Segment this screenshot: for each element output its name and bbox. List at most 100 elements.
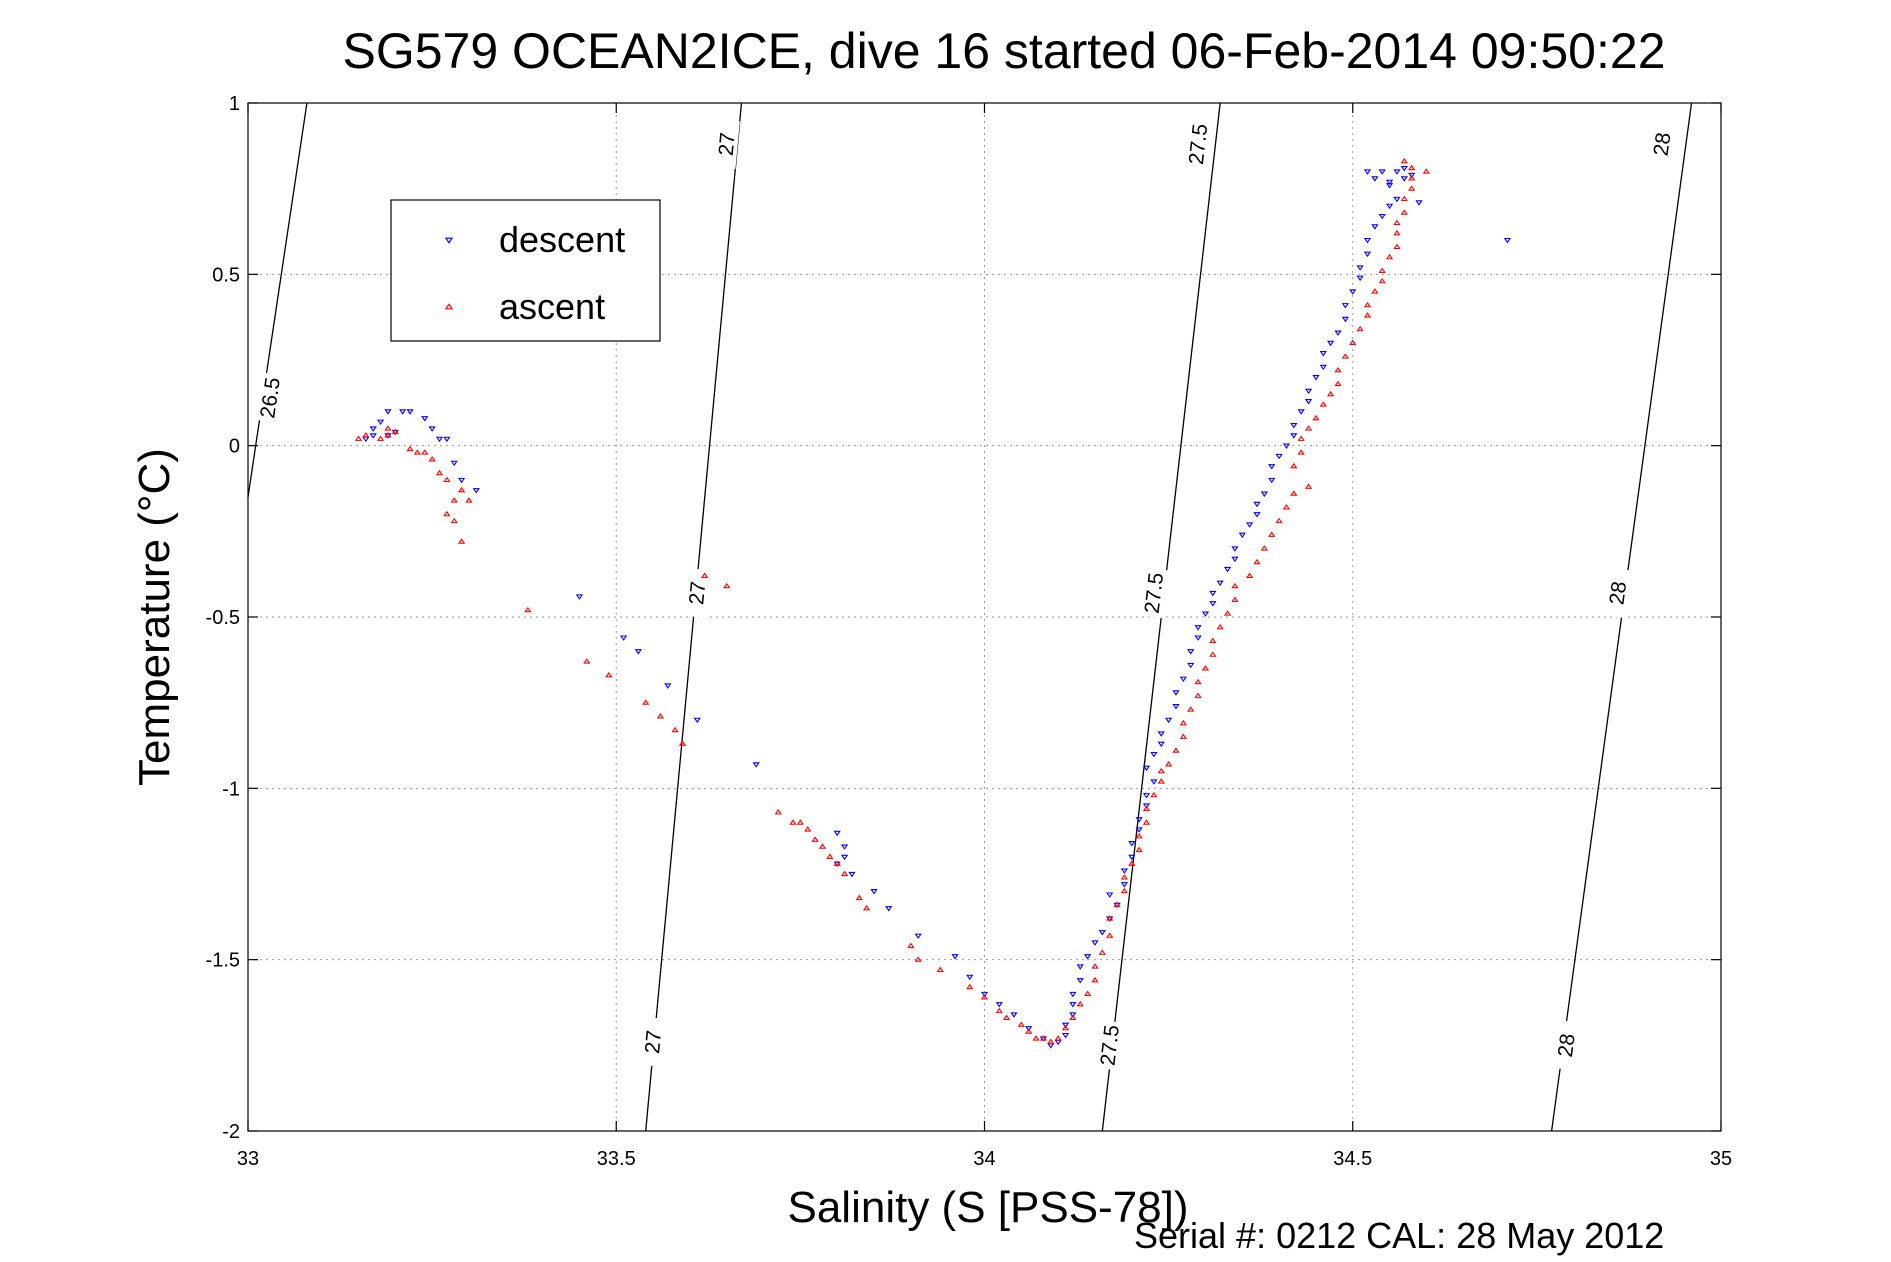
descent-point	[951, 954, 959, 960]
ascent-point	[1290, 490, 1298, 496]
y-tick-label: 0	[229, 436, 240, 458]
descent-point	[1216, 580, 1224, 587]
descent-point	[575, 594, 584, 600]
ascent-series	[354, 157, 1431, 1045]
ascent-point	[605, 671, 613, 678]
ascent-point	[1209, 651, 1217, 657]
descent-point	[472, 488, 480, 494]
descent-point	[1371, 176, 1379, 182]
ascent-point	[1400, 209, 1408, 215]
isopycnal-label-gap	[684, 568, 711, 618]
descent-point	[1010, 1012, 1018, 1018]
ascent-point	[833, 860, 841, 866]
x-tick-label: 34.5	[1333, 1148, 1372, 1170]
ascent-point	[1408, 175, 1416, 181]
ascent-point	[1106, 915, 1114, 921]
descent-point	[1319, 351, 1327, 357]
descent-point	[1356, 275, 1364, 282]
ascent-point	[1076, 1000, 1084, 1007]
ascent-point	[413, 449, 422, 455]
ascent-point	[1312, 414, 1320, 421]
ascent-point	[1371, 288, 1379, 294]
ascent-point	[863, 904, 871, 911]
ascent-point	[1223, 610, 1232, 616]
descent-point	[1187, 649, 1195, 655]
ascent-point	[1253, 558, 1261, 565]
descent-point	[1150, 779, 1158, 785]
descent-point	[840, 844, 849, 850]
isopycnal-label-gap	[1140, 567, 1168, 619]
descent-point	[1408, 172, 1416, 179]
descent-point	[1356, 265, 1364, 271]
legend-label-descent: descent	[499, 219, 625, 260]
isopycnal-label: 27.5	[1141, 571, 1169, 614]
chart-title: SG579 OCEAN2ICE, dive 16 started 06-Feb-…	[343, 23, 1666, 79]
descent-point	[1069, 1012, 1077, 1018]
ascent-point	[1393, 243, 1401, 250]
x-tick-label: 34	[973, 1148, 995, 1170]
isopycnal-line	[247, 102, 308, 498]
ascent-point	[1341, 353, 1350, 359]
descent-point	[1393, 169, 1401, 175]
descent-point	[1223, 566, 1232, 573]
descent-point	[1231, 556, 1239, 563]
descent-point	[1363, 251, 1372, 258]
isopycnal-label-gap	[713, 119, 740, 170]
isopycnal-label: 27	[641, 1029, 666, 1054]
descent-point	[1061, 1032, 1070, 1039]
isopycnal-label-gap	[639, 1016, 667, 1067]
legend-box	[390, 199, 661, 342]
descent-point	[1246, 522, 1254, 528]
descent-point	[376, 419, 385, 426]
ascent-point	[1069, 1014, 1077, 1021]
y-tick-label: 0.5	[212, 264, 240, 286]
ascent-point	[583, 658, 591, 664]
descent-point	[995, 1002, 1003, 1008]
ascent-point	[384, 432, 392, 438]
descent-point	[1385, 203, 1394, 210]
descent-point	[1106, 892, 1114, 898]
descent-point	[840, 854, 849, 861]
descent-point	[1142, 765, 1151, 772]
descent-point	[1172, 703, 1180, 710]
descent-point	[1142, 793, 1151, 799]
ascent-point	[391, 428, 399, 435]
ascent-point	[671, 726, 679, 733]
ascent-point	[723, 582, 731, 589]
descent-point	[1378, 213, 1386, 220]
ascent-point	[1179, 719, 1187, 726]
x-tick-label: 33.5	[597, 1148, 636, 1170]
descent-point	[1349, 289, 1357, 295]
descent-point	[1025, 1026, 1033, 1032]
isopycnal-label: 27	[685, 580, 710, 605]
ascent-point	[435, 469, 444, 476]
legend-label-ascent: ascent	[499, 286, 605, 327]
ascent-point	[1209, 637, 1217, 644]
ascent-point	[980, 994, 989, 1000]
ascent-point	[804, 826, 812, 832]
ascent-point	[384, 425, 392, 431]
isopycnal-label-gap	[1603, 567, 1633, 619]
descent-point	[1120, 882, 1129, 888]
descent-point	[870, 889, 878, 895]
isopycnal-label: 27.5	[1096, 1024, 1124, 1067]
descent-point	[1319, 364, 1327, 371]
ascent-point	[1091, 976, 1099, 983]
descent-point	[1128, 841, 1136, 847]
descent-point	[664, 683, 672, 689]
ascent-point	[406, 445, 414, 452]
ascent-point	[1400, 157, 1408, 164]
ascent-point	[1216, 623, 1224, 630]
descent-point	[693, 717, 701, 724]
ascent-point	[524, 606, 532, 613]
ascent-point	[936, 966, 944, 973]
descent-point	[1194, 625, 1202, 631]
ascent-point	[1047, 1038, 1055, 1045]
ascent-point	[1231, 582, 1239, 589]
descent-point	[1275, 453, 1283, 460]
ascent-point	[1393, 219, 1401, 226]
descent-point	[384, 409, 392, 415]
ascent-point	[1378, 277, 1386, 284]
descent-point	[1076, 964, 1084, 970]
